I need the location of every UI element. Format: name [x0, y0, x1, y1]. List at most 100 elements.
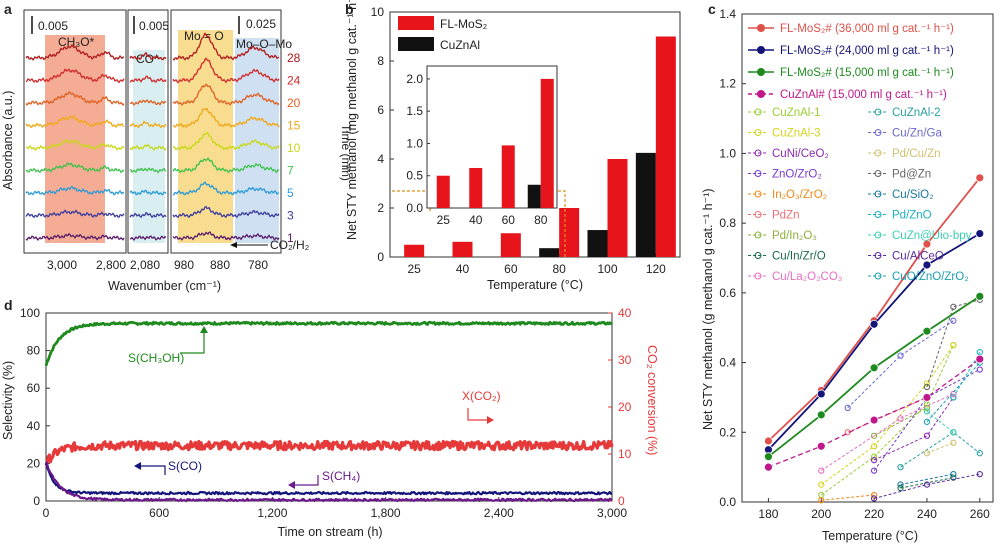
panel-d-label: d [4, 297, 13, 313]
time-axis-label: Time (min) [339, 124, 353, 181]
inset-xtick-label-60: 60 [502, 213, 516, 227]
c-ref-legend-label-14: Cu/In/Zr/O [772, 251, 826, 263]
inset-bars: 0.0 0.5 1.0 1.5 2.0 25 40 60 80 [406, 72, 554, 227]
spectrum-20min-co [129, 99, 167, 106]
panel-d-y2label: CO₂ conversion (%) [645, 345, 659, 455]
c-ref-point-2-1 [870, 443, 878, 450]
c-ref-point-3-2 [950, 317, 957, 324]
inset-xtick-label-25: 25 [437, 213, 451, 227]
arrow-s-ch3oh [180, 330, 205, 354]
c-series-point-0-4 [975, 173, 985, 183]
c-ref-line-17 [926, 362, 981, 423]
b-xtick-label-25: 25 [407, 262, 421, 276]
c-ref-legend-label-9: Cu/SiO₂ [892, 189, 934, 201]
panel-d-stability-chart: d 0 20 40 60 80 100 0 10 20 30 40 0 600 1,200 1,800 2,4… [1, 297, 659, 539]
spectrum-1min-ch3o [25, 232, 125, 241]
spectrum-7min-ch3o [25, 162, 125, 174]
c-ref-point-14-0 [897, 484, 904, 492]
b-xtick-label-120: 120 [646, 262, 666, 276]
c-ref-legend-marker-3 [874, 129, 882, 136]
a-tick-2800: 2,800 [96, 258, 126, 272]
b-xtick-label-40: 40 [456, 262, 470, 276]
a-tick-880: 880 [210, 258, 230, 272]
c-xtick-label-240: 240 [917, 507, 937, 521]
c-ref-point-15-0 [870, 495, 878, 502]
c-ref-point-12-0 [870, 432, 878, 439]
c-ref-legend-label-13: CuZn@Uio-bpy [892, 230, 972, 242]
spectrum-24min-ch3o [25, 68, 125, 84]
d-ytick-label-60: 60 [27, 381, 41, 395]
d-y2tick-label-40: 40 [618, 306, 632, 320]
c-ref-point-1-0 [897, 463, 904, 471]
inset-bar-flmos2-40 [469, 167, 483, 208]
c-ref-legend-label-1: CuZnAl-2 [892, 107, 941, 119]
c-ref-point-4-1 [923, 432, 931, 439]
spectrum-3min-co [129, 212, 167, 219]
c-legend-label-1: FL-MoS₂# (24,000 ml g cat.⁻¹ h⁻¹) [780, 45, 954, 57]
c-series-line-3 [768, 358, 981, 468]
b-ytick-label-4: 4 [377, 152, 384, 166]
c-ref-legend-marker-4 [754, 149, 762, 157]
time-label-15: 15 [287, 119, 301, 133]
c-series-point-3-3 [922, 393, 932, 402]
b-ytick-label-0: 0 [377, 250, 384, 264]
c-ref-legend-label-17: CuO/ZnO/ZrO₂ [892, 271, 969, 283]
c-series-point-1-1 [816, 389, 826, 399]
c-series-line-0 [767, 177, 981, 442]
spectrum-10min-co [129, 143, 167, 151]
d-y2tick-label-0: 0 [618, 494, 625, 508]
c-ref-line-15 [873, 473, 980, 499]
c-ref-legend-marker-12 [754, 231, 762, 239]
time-label-20: 20 [287, 96, 301, 110]
arrow-s-ch3oh-head [200, 326, 208, 333]
inset-ytick-label-2.0: 2.0 [406, 72, 423, 86]
panel-a-ir-spectra: a 0.005 0.005 0.025 CH₃O* CO* Mo = O Mo–… [1, 1, 353, 293]
panel-b-bar-chart: b 0 2 4 6 8 10 25 40 60 80 100 120 0.0 0.5 1.0 1.5 2.0 2… [345, 0, 681, 292]
panel-b-label: b [345, 1, 354, 17]
d-ytick-label-20: 20 [27, 456, 41, 470]
panel-a-ylabel: Absorbance (a.u.) [1, 91, 15, 190]
c-series-point-0-0 [764, 436, 773, 446]
b-bar-flmos2-40 [452, 241, 473, 257]
c-series-point-2-1 [816, 410, 826, 420]
label-s-ch4: S(CH₄) [322, 469, 360, 483]
c-ref-line-11 [952, 351, 981, 398]
d-xtick-label-2400: 2,400 [484, 506, 514, 520]
c-ref-point-3-0 [844, 404, 851, 412]
c-ref-point-14-1 [950, 474, 957, 481]
c-ref-legend-marker-2 [754, 129, 762, 136]
d-ytick-label-0: 0 [33, 494, 40, 508]
d-series-1 [44, 439, 614, 467]
d-y2tick-label-20: 20 [618, 400, 632, 414]
gas-label: CO₂/H₂ [270, 238, 310, 252]
panel-b-bars [404, 36, 676, 257]
arrow-s-co [138, 465, 166, 475]
c-series-point-3-1 [816, 441, 826, 451]
panel-b-ylabel: Net STY methanol (mg methanol g cat.⁻¹ h… [345, 0, 359, 240]
c-ytick-label-0.0: 0.0 [719, 495, 736, 509]
d-ytick-label-40: 40 [27, 419, 41, 433]
b-ytick-label-8: 8 [377, 54, 384, 68]
b-bar-flmos2-120 [655, 36, 676, 257]
c-ref-legend-marker-11 [874, 211, 882, 218]
spectrum-15min-co [129, 120, 167, 129]
a-tick-2080: 2,080 [130, 258, 160, 272]
c-ref-legend-marker-6 [754, 170, 762, 177]
c-ref-line-5 [926, 442, 954, 454]
arrow-s-ch4 [292, 475, 319, 486]
region-mo-o-mo-shading [235, 38, 279, 243]
c-legend-label-0: FL-MoS₂# (36,000 ml g cat.⁻¹ h⁻¹) [780, 23, 954, 35]
time-label-1: 1 [287, 231, 294, 245]
spectrum-1min-mo [172, 231, 280, 241]
c-ref-legend-marker-10 [754, 211, 762, 218]
panel-c-frame [741, 13, 994, 503]
c-ref-legend-marker-16 [754, 272, 762, 280]
spectrum-20min-ch3o [25, 91, 125, 107]
c-ref-legend-label-2: CuZnAl-3 [772, 128, 821, 140]
d-ytick-label-80: 80 [27, 344, 41, 358]
c-ref-point-9-0 [897, 481, 904, 488]
c-ref-line-12 [873, 407, 928, 437]
inset-xtick-label-80: 80 [534, 213, 548, 227]
d-xtick-label-1800: 1,800 [371, 506, 401, 520]
c-ref-line-14 [900, 477, 954, 489]
